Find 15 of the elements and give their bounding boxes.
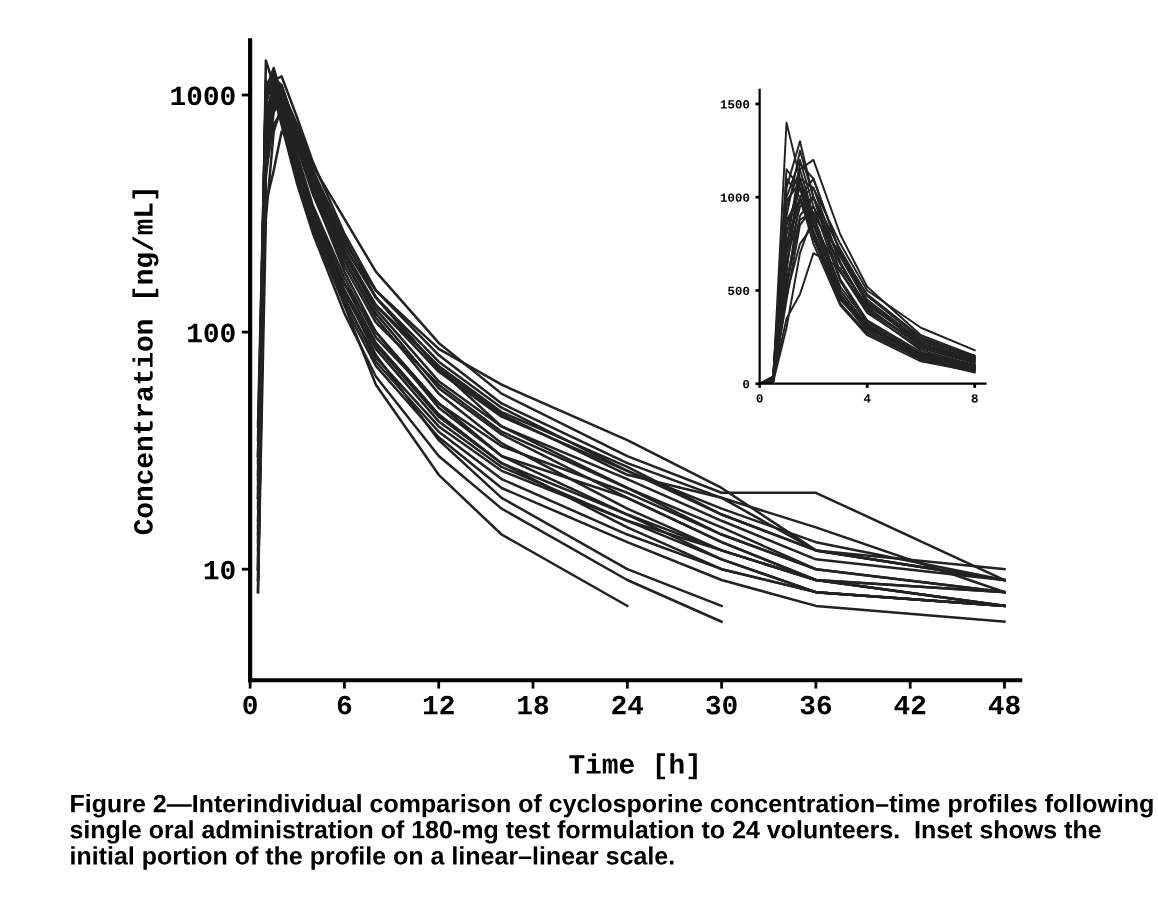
- x-tick-label: 48: [988, 695, 1020, 715]
- caption: Figure 2—Interindividual comparison of cyclosporine concentration–time profiles following single oral administration of 180-mg test formulation to 24 volunteers. Inset shows the initial portion of the profile on a linear–linear scale.: [70, 794, 1153, 870]
- y-tick-label: 100: [188, 323, 235, 343]
- x-tick-label: 18: [518, 695, 549, 715]
- y-axis-title: Concentration [ng/mL]: [132, 190, 159, 535]
- x-axis-title: Time [h]: [569, 753, 697, 780]
- x-tick-label: 36: [800, 695, 832, 715]
- y-tick-label: 1000: [171, 86, 235, 106]
- x-tick-label: 24: [612, 695, 644, 715]
- y-tick-label: 10: [204, 560, 235, 580]
- x-tick-label: 42: [894, 695, 926, 715]
- x-tick-label: 30: [706, 695, 737, 715]
- x-tick-label: 0: [243, 695, 257, 715]
- x-tick-label: 6: [337, 695, 352, 715]
- x-tick-label: 12: [423, 695, 454, 715]
